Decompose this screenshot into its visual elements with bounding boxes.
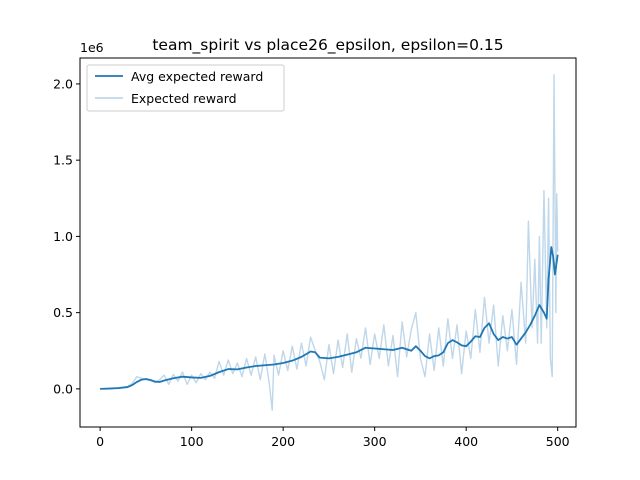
legend: Avg expected reward Expected reward [86, 64, 285, 112]
x-tick-label: 100 [180, 434, 204, 449]
x-tick-label: 500 [546, 434, 570, 449]
y-axis: 0.0 0.5 1.0 1.5 2.0 [53, 76, 80, 396]
x-tick-label: 200 [271, 434, 295, 449]
y-scale-label: 1e6 [80, 40, 104, 55]
y-tick-label: 0.5 [53, 305, 73, 320]
x-tick-label: 0 [96, 434, 104, 449]
legend-label-avg: Avg expected reward [131, 69, 263, 84]
chart-title: team_spirit vs place26_epsilon, epsilon=… [152, 36, 503, 55]
legend-frame [86, 64, 285, 112]
y-tick-label: 1.5 [53, 153, 73, 168]
plot-frame [79, 57, 577, 428]
series-line-expected-reward [100, 74, 559, 411]
plot-series [100, 74, 559, 411]
y-tick-label: 1.0 [53, 229, 73, 244]
x-axis: 0 100 200 300 400 500 [96, 427, 570, 449]
legend-label-expected: Expected reward [131, 91, 237, 106]
x-tick-label: 300 [363, 434, 387, 449]
series-line-avg-expected-reward [100, 246, 559, 390]
y-tick-label: 0.0 [53, 381, 73, 396]
x-tick-label: 400 [454, 434, 478, 449]
y-tick-label: 2.0 [53, 76, 73, 91]
